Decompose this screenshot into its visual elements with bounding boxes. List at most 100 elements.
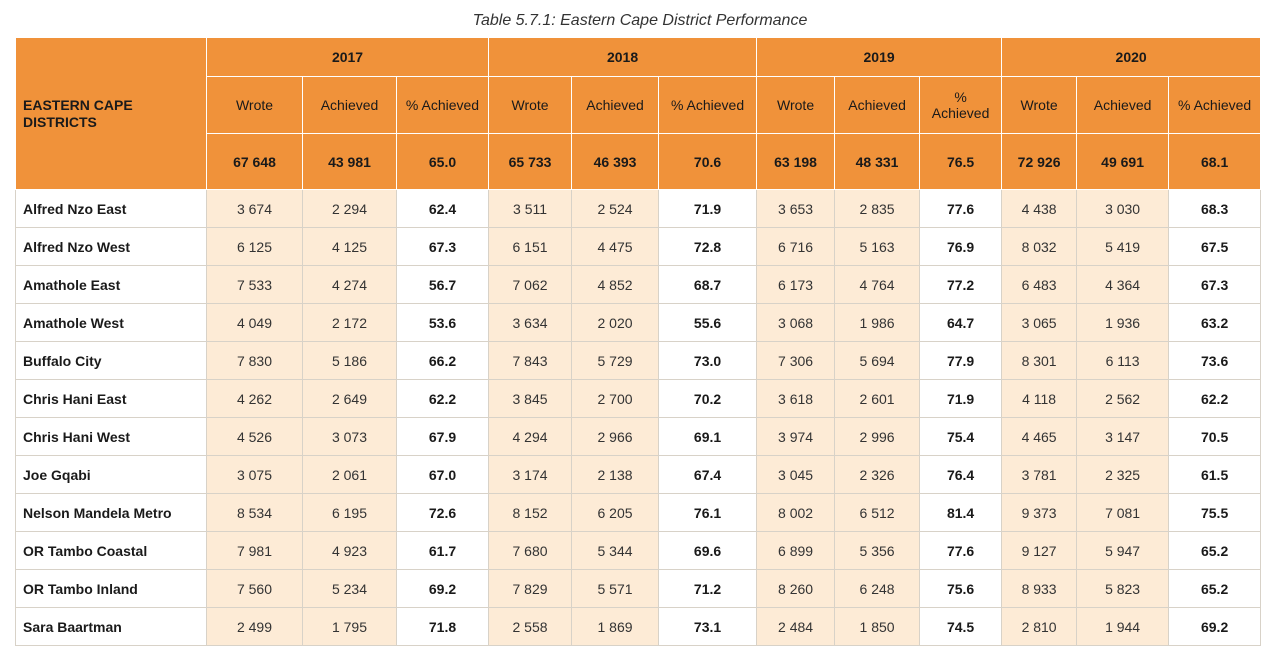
pct-achieved-header: % Achieved: [1168, 76, 1262, 134]
achieved-cell: 5 186: [302, 341, 397, 380]
district-name: Joe Gqabi: [15, 455, 207, 494]
achieved-cell: 5 419: [1076, 227, 1170, 266]
total-achieved: 43 981: [302, 133, 397, 190]
wrote-cell: 7 306: [756, 341, 836, 380]
pct-achieved-cell: 67.0: [395, 455, 490, 494]
achieved-cell: 2 996: [834, 417, 921, 456]
pct-achieved-cell: 53.6: [395, 303, 490, 342]
achieved-cell: 4 125: [302, 227, 397, 266]
achieved-cell: 6 113: [1076, 341, 1170, 380]
achieved-cell: 3 147: [1076, 417, 1170, 456]
achieved-cell: 5 356: [834, 531, 921, 570]
achieved-cell: 5 344: [571, 531, 660, 570]
achieved-cell: 2 061: [302, 455, 397, 494]
wrote-cell: 8 152: [488, 493, 573, 532]
wrote-cell: 2 558: [488, 607, 573, 646]
achieved-cell: 3 073: [302, 417, 397, 456]
wrote-cell: 4 118: [1001, 379, 1078, 418]
wrote-cell: 7 830: [206, 341, 303, 380]
total-achieved: 48 331: [834, 133, 921, 190]
table-row: Chris Hani East 4 262 2 649 62.2 3 845 2 700 7…: [15, 379, 1262, 418]
wrote-cell: 3 781: [1001, 455, 1078, 494]
table-row: Chris Hani West 4 526 3 073 67.9 4 294 2 966 6…: [15, 417, 1262, 456]
pct-achieved-cell: 67.3: [395, 227, 490, 266]
table-row: Joe Gqabi 3 075 2 061 67.0 3 174 2 138 67.4 3 0…: [15, 455, 1262, 494]
pct-achieved-cell: 71.8: [395, 607, 490, 646]
table-row: Nelson Mandela Metro 8 534 6 195 72.6 8 152 6…: [15, 493, 1262, 532]
table-row: Amathole West 4 049 2 172 53.6 3 634 2 020 55.…: [15, 303, 1262, 342]
pct-achieved-cell: 69.2: [395, 569, 490, 608]
district-name: OR Tambo Inland: [15, 569, 207, 608]
wrote-cell: 7 829: [488, 569, 573, 608]
achieved-cell: 2 172: [302, 303, 397, 342]
achieved-cell: 3 030: [1076, 189, 1170, 228]
subheader-row: Wrote Achieved% Achieved Wrote Achieved% Ac…: [16, 76, 1262, 134]
total-wrote: 67 648: [206, 133, 303, 190]
pct-achieved-cell: 67.4: [658, 455, 758, 494]
achieved-cell: 2 524: [571, 189, 660, 228]
year-header: 2017: [205, 37, 490, 77]
wrote-cell: 7 560: [206, 569, 303, 608]
pct-achieved-cell: 67.9: [395, 417, 490, 456]
district-name: Amathole East: [15, 265, 207, 304]
wrote-cell: 3 845: [488, 379, 573, 418]
pct-achieved-cell: 68.3: [1168, 189, 1262, 228]
achieved-cell: 2 326: [834, 455, 921, 494]
wrote-cell: 4 526: [206, 417, 303, 456]
total-achieved: 46 393: [571, 133, 660, 190]
wrote-cell: 8 301: [1001, 341, 1078, 380]
pct-achieved-cell: 66.2: [395, 341, 490, 380]
district-name: Sara Baartman: [15, 607, 207, 646]
achieved-cell: 1 869: [571, 607, 660, 646]
pct-achieved-cell: 75.6: [919, 569, 1003, 608]
wrote-cell: 7 533: [206, 265, 303, 304]
wrote-cell: 8 933: [1001, 569, 1078, 608]
pct-achieved-cell: 74.5: [919, 607, 1003, 646]
wrote-cell: 3 065: [1001, 303, 1078, 342]
achieved-cell: 1 944: [1076, 607, 1170, 646]
wrote-cell: 4 049: [206, 303, 303, 342]
wrote-cell: 4 465: [1001, 417, 1078, 456]
pct-achieved-cell: 65.2: [1168, 569, 1262, 608]
pct-achieved-header: % Achieved: [658, 76, 758, 134]
achieved-cell: 2 649: [302, 379, 397, 418]
total-wrote: 72 926: [1001, 133, 1078, 190]
table-row: Sara Baartman 2 499 1 795 71.8 2 558 1 869 73.…: [15, 607, 1262, 646]
wrote-cell: 6 151: [488, 227, 573, 266]
pct-achieved-cell: 70.2: [658, 379, 758, 418]
pct-achieved-cell: 64.7: [919, 303, 1003, 342]
pct-achieved-header: % Achieved: [919, 76, 1003, 134]
achieved-cell: 4 364: [1076, 265, 1170, 304]
wrote-cell: 3 674: [206, 189, 303, 228]
pct-achieved-cell: 63.2: [1168, 303, 1262, 342]
pct-achieved-cell: 67.3: [1168, 265, 1262, 304]
pct-achieved-cell: 65.2: [1168, 531, 1262, 570]
wrote-cell: 7 843: [488, 341, 573, 380]
district-performance-table: EASTERN CAPE DISTRICTS 2017 2018 2019 20…: [15, 37, 1262, 646]
total-wrote: 63 198: [756, 133, 836, 190]
achieved-cell: 6 248: [834, 569, 921, 608]
achieved-cell: 2 325: [1076, 455, 1170, 494]
wrote-cell: 8 260: [756, 569, 836, 608]
achieved-header: Achieved: [571, 76, 660, 134]
achieved-header: Achieved: [834, 76, 921, 134]
table-row: OR Tambo Coastal 7 981 4 923 61.7 7 680 5 344…: [15, 531, 1262, 570]
pct-achieved-cell: 73.6: [1168, 341, 1262, 380]
wrote-cell: 6 173: [756, 265, 836, 304]
pct-achieved-cell: 71.9: [658, 189, 758, 228]
wrote-cell: 8 534: [206, 493, 303, 532]
district-name: Buffalo City: [15, 341, 207, 380]
table-row: OR Tambo Inland 7 560 5 234 69.2 7 829 5 571 7…: [15, 569, 1262, 608]
pct-achieved-cell: 77.9: [919, 341, 1003, 380]
wrote-cell: 6 899: [756, 531, 836, 570]
wrote-cell: 9 127: [1001, 531, 1078, 570]
achieved-cell: 5 571: [571, 569, 660, 608]
pct-achieved-cell: 62.2: [1168, 379, 1262, 418]
pct-achieved-cell: 76.4: [919, 455, 1003, 494]
district-rows: Alfred Nzo East 3 674 2 294 62.4 3 511 2 524 7…: [15, 189, 1262, 646]
achieved-cell: 2 700: [571, 379, 660, 418]
achieved-cell: 5 694: [834, 341, 921, 380]
wrote-cell: 6 716: [756, 227, 836, 266]
pct-achieved-cell: 81.4: [919, 493, 1003, 532]
wrote-cell: 7 680: [488, 531, 573, 570]
